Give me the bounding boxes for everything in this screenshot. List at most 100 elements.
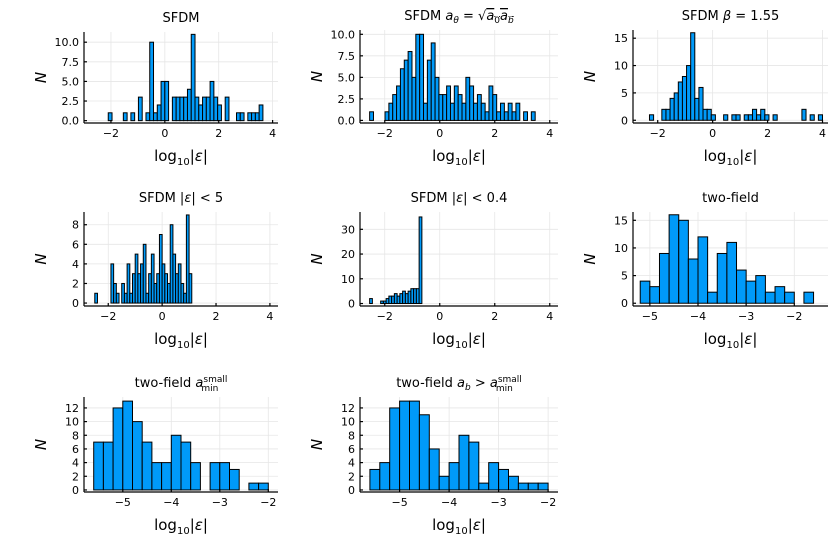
- histogram-bar: [511, 111, 517, 121]
- panel-p3: −2 0 2 4 0 5 10 15 SFDM β = 1.55 log10|ε| N: [581, 9, 828, 168]
- y-tick-label: 6: [72, 238, 79, 251]
- y-tick-label: 10: [341, 416, 355, 429]
- y-tick-label: 6: [72, 443, 79, 456]
- histogram-bar: [145, 112, 151, 122]
- x-tick-label: −2: [103, 127, 119, 140]
- histogram-bar: [164, 80, 170, 122]
- histogram-bar: [678, 219, 689, 304]
- histogram-bar: [217, 104, 222, 122]
- y-tick-label: 5: [621, 87, 628, 100]
- x-tick-label: 4: [546, 127, 553, 140]
- histogram-bar: [434, 76, 440, 121]
- histogram-bar: [710, 114, 716, 121]
- panel-title: SFDM: [163, 11, 200, 26]
- y-axis-label: N: [308, 71, 326, 82]
- histogram-bar: [438, 94, 444, 121]
- histogram-bar: [247, 112, 253, 122]
- y-tick-label: 6: [348, 443, 355, 456]
- histogram-bar: [185, 214, 190, 304]
- histogram-bar: [251, 112, 256, 122]
- histogram-bar: [239, 112, 245, 122]
- histogram-bar: [438, 475, 450, 491]
- histogram-bar: [772, 114, 778, 121]
- histogram-bar: [698, 86, 704, 121]
- panel-title: two-field ab > asmall min: [396, 375, 522, 394]
- histogram-bar: [389, 407, 401, 491]
- x-tick-label: 0: [709, 127, 716, 140]
- histogram-bar: [726, 241, 738, 304]
- y-tick-label: 2: [72, 470, 79, 483]
- histogram-bar: [677, 81, 683, 121]
- histogram-bar: [209, 80, 215, 122]
- histogram-bar: [735, 114, 741, 121]
- panel-p2: −2 0 2 4 0.0 2.5 5.0 7.5 10.0 SFDM aθ = √a0ab log1…: [308, 9, 558, 168]
- y-tick-label: 30: [341, 223, 355, 236]
- y-tick-label: 0: [621, 114, 628, 127]
- histogram-bar: [665, 108, 671, 121]
- histogram-bar: [132, 421, 143, 491]
- histogram-bar: [409, 400, 420, 491]
- x-tick-label: 4: [819, 127, 826, 140]
- histogram-bar: [150, 253, 155, 304]
- x-axis-label: log10|ε|: [154, 516, 208, 537]
- histogram-bar: [202, 96, 207, 122]
- x-tick-label: 4: [266, 310, 273, 323]
- histogram-bar: [537, 482, 549, 491]
- histogram-bar: [137, 96, 143, 122]
- panel-p5: −2 0 2 4 0 10 20 30 SFDM |ε| < 0.4 log10|ε| N: [308, 191, 558, 351]
- histogram-bar: [180, 441, 192, 491]
- histogram-bar: [803, 291, 815, 304]
- y-tick-label: 4: [348, 457, 355, 470]
- histogram-bar: [527, 482, 539, 491]
- histogram-bar: [161, 462, 172, 491]
- y-axis-label: N: [581, 253, 599, 264]
- histogram-bar: [507, 102, 513, 121]
- y-tick-label: 7.5: [338, 50, 356, 63]
- x-tick-label: 0: [436, 310, 443, 323]
- histogram-bar: [694, 97, 700, 121]
- histogram-bar: [723, 114, 729, 121]
- histogram-bar: [392, 94, 398, 121]
- histogram-bar: [817, 114, 824, 121]
- panel-p4: −2 0 2 4 0 2 4 6 8 SFDM |ε| < 5 log10|ε| N: [32, 191, 278, 351]
- y-tick-label: 5: [621, 270, 628, 283]
- histogram-bar: [209, 462, 221, 491]
- y-tick-label: 10: [341, 273, 355, 286]
- histogram-bar: [515, 102, 521, 121]
- histogram-bar: [697, 236, 709, 304]
- histogram-bar: [686, 65, 692, 121]
- histogram-bar: [453, 85, 459, 121]
- histogram-bar: [175, 96, 181, 122]
- histogram-bar: [461, 102, 467, 121]
- histogram-bar: [716, 252, 728, 304]
- histogram-bar: [498, 468, 510, 491]
- histogram-bar: [523, 111, 528, 121]
- y-tick-label: 10.0: [55, 36, 80, 49]
- y-axis-label: N: [32, 253, 50, 264]
- histogram-bar: [190, 33, 196, 122]
- histogram-bar: [426, 59, 432, 121]
- y-tick-label: 8: [72, 429, 79, 442]
- histogram-bar: [115, 292, 120, 304]
- histogram-bar: [457, 94, 463, 121]
- panel-title: two-field: [702, 191, 759, 206]
- histogram-bar: [236, 112, 241, 122]
- histogram-bar: [468, 441, 480, 491]
- histogram-bar: [379, 462, 391, 491]
- histogram-bar: [107, 112, 113, 122]
- x-tick-label: −3: [490, 496, 506, 509]
- histogram-bar: [94, 292, 98, 304]
- y-tick-label: 15: [614, 214, 628, 227]
- histogram-bar: [399, 400, 411, 491]
- histogram-bar: [484, 111, 490, 121]
- y-tick-label: 10: [614, 242, 628, 255]
- panel-p1: −2 0 2 4 0.0 2.5 5.0 7.5 10.0 SFDM log10|ε| N: [32, 11, 278, 168]
- histogram-bar: [480, 102, 486, 121]
- x-tick-label: 2: [764, 127, 771, 140]
- y-axis-label: N: [32, 72, 50, 83]
- y-tick-label: 15: [614, 32, 628, 45]
- x-tick-label: −3: [212, 496, 228, 509]
- x-tick-label: 2: [215, 127, 222, 140]
- histogram-bar: [673, 92, 679, 121]
